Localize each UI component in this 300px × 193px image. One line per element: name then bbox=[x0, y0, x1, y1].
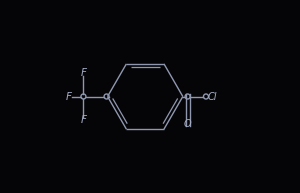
Text: F: F bbox=[80, 115, 86, 125]
Text: F: F bbox=[80, 68, 86, 78]
Text: F: F bbox=[66, 91, 72, 102]
Text: O: O bbox=[184, 119, 191, 129]
Text: Cl: Cl bbox=[207, 91, 217, 102]
